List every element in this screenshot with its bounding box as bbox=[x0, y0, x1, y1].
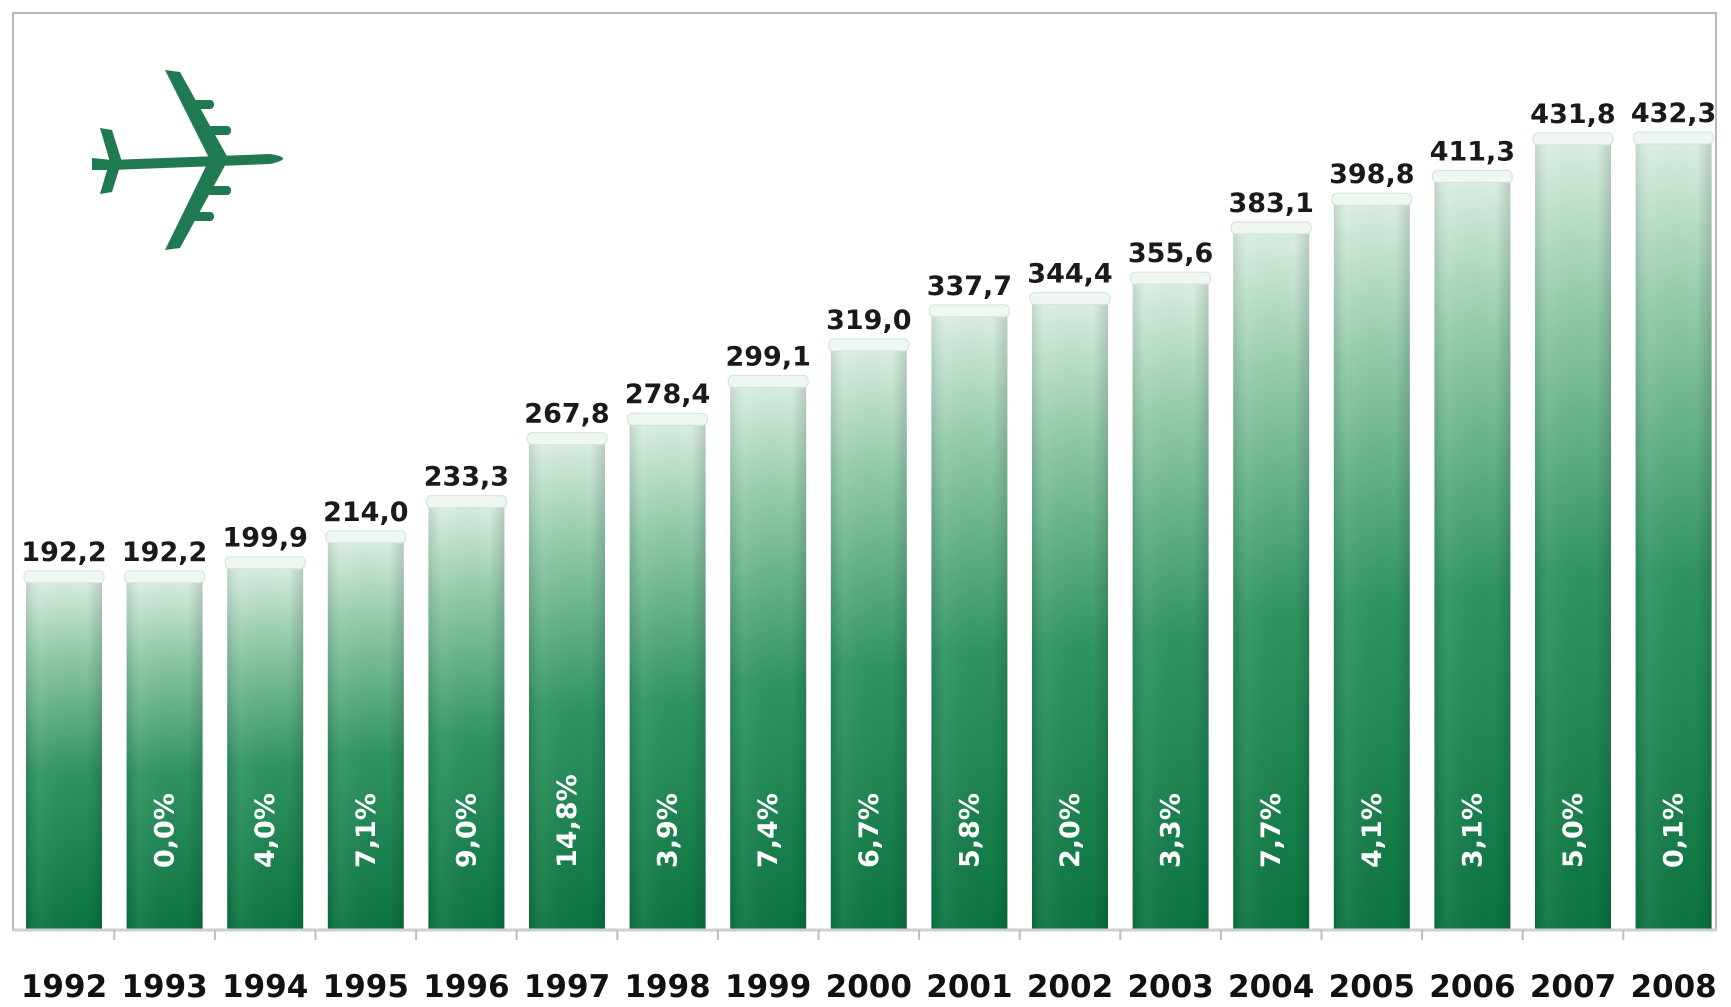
x-tick-label-2006: 2006 bbox=[1429, 969, 1515, 1005]
x-tick-label-2004: 2004 bbox=[1228, 969, 1314, 1005]
value-label-1992: 192,2 bbox=[21, 537, 106, 568]
value-labels-layer: 192,2 192,2 199,9 214,0 233,3 267,8 278,4 299,1… bbox=[21, 98, 1716, 568]
growth-label-1993: 0,0% bbox=[150, 793, 181, 868]
bar-cap-1997 bbox=[526, 432, 608, 446]
growth-label-1996: 9,0% bbox=[451, 793, 482, 868]
value-label-2002: 344,4 bbox=[1027, 259, 1112, 290]
x-tick-label-2008: 2008 bbox=[1630, 969, 1716, 1005]
x-tick-label-2002: 2002 bbox=[1027, 969, 1113, 1005]
bar-cap-1992 bbox=[23, 570, 105, 584]
growth-label-1995: 7,1% bbox=[351, 793, 382, 868]
x-tick-label-1995: 1995 bbox=[323, 969, 409, 1005]
bar-cap-2007 bbox=[1532, 132, 1614, 146]
bar-shade-2005 bbox=[1333, 201, 1410, 930]
value-label-2008: 432,3 bbox=[1631, 98, 1716, 129]
x-tick-label-1992: 1992 bbox=[21, 969, 107, 1005]
bar-shade-2006 bbox=[1434, 178, 1511, 931]
growth-label-1999: 7,4% bbox=[753, 793, 784, 868]
bar-shade-2007 bbox=[1535, 140, 1611, 931]
x-tick-label-1997: 1997 bbox=[524, 969, 610, 1005]
growth-label-1997: 14,8% bbox=[552, 774, 583, 868]
bar-shade-1996 bbox=[428, 503, 505, 930]
bar-cap-1995 bbox=[325, 530, 407, 544]
bar-cap-2001 bbox=[928, 304, 1010, 318]
bar-shade-2003 bbox=[1132, 280, 1209, 930]
bar-shade-2002 bbox=[1032, 300, 1108, 931]
bar-cap-2003 bbox=[1130, 271, 1212, 285]
bar-cap-1993 bbox=[124, 570, 206, 584]
x-tick-label-1993: 1993 bbox=[121, 969, 207, 1005]
bar-cap-1994 bbox=[224, 556, 306, 570]
bar-cap-1999 bbox=[727, 374, 809, 388]
value-label-1994: 199,9 bbox=[222, 523, 307, 554]
bar-cap-1996 bbox=[425, 495, 507, 509]
x-tick-label-2001: 2001 bbox=[926, 969, 1012, 1005]
x-tick-label-1999: 1999 bbox=[725, 969, 811, 1005]
growth-label-1998: 3,9% bbox=[653, 793, 684, 868]
growth-label-2007: 5,0% bbox=[1558, 793, 1589, 868]
value-label-1993: 192,2 bbox=[122, 537, 207, 568]
value-label-1997: 267,8 bbox=[524, 399, 609, 430]
growth-label-2006: 3,1% bbox=[1457, 793, 1488, 868]
growth-label-2008: 0,1% bbox=[1659, 793, 1690, 868]
growth-label-2004: 7,7% bbox=[1256, 793, 1287, 868]
x-tick-label-2005: 2005 bbox=[1329, 969, 1415, 1005]
bar-shade-1997 bbox=[529, 440, 605, 930]
x-tick-label-1998: 1998 bbox=[624, 969, 710, 1005]
x-tick-label-2003: 2003 bbox=[1127, 969, 1213, 1005]
growth-label-2002: 2,0% bbox=[1055, 793, 1086, 868]
value-label-2007: 431,8 bbox=[1530, 99, 1615, 130]
value-label-1995: 214,0 bbox=[323, 497, 408, 528]
value-label-2000: 319,0 bbox=[826, 305, 911, 336]
value-label-2001: 337,7 bbox=[927, 271, 1012, 302]
value-label-2005: 398,8 bbox=[1329, 159, 1414, 190]
x-tick-label-2007: 2007 bbox=[1530, 969, 1616, 1005]
bar-cap-2005 bbox=[1331, 192, 1413, 206]
value-label-1996: 233,3 bbox=[424, 462, 509, 493]
x-tick-label-1996: 1996 bbox=[423, 969, 509, 1005]
bar-shade-1994 bbox=[227, 564, 304, 930]
bar-cap-2002 bbox=[1029, 292, 1111, 306]
value-label-2004: 383,1 bbox=[1228, 188, 1313, 219]
bar-cap-2004 bbox=[1230, 221, 1312, 235]
value-label-1998: 278,4 bbox=[625, 379, 710, 410]
growth-label-2001: 5,8% bbox=[954, 793, 985, 868]
airplane-icon bbox=[92, 70, 283, 250]
bar-shade-1993 bbox=[126, 578, 203, 930]
bars-layer bbox=[23, 131, 1715, 931]
growth-label-1994: 4,0% bbox=[250, 793, 281, 868]
bar-shade-1995 bbox=[327, 538, 404, 930]
bar-cap-1998 bbox=[627, 412, 709, 426]
bar-cap-2008 bbox=[1633, 131, 1715, 145]
bar-shade-2001 bbox=[931, 312, 1008, 930]
value-label-1999: 299,1 bbox=[725, 341, 810, 372]
bar-shade-2004 bbox=[1233, 229, 1310, 930]
value-label-2003: 355,6 bbox=[1128, 238, 1213, 269]
value-label-2006: 411,3 bbox=[1430, 136, 1515, 167]
bar-shade-1999 bbox=[730, 383, 807, 930]
bar-cap-2006 bbox=[1431, 169, 1513, 183]
growth-label-2000: 6,7% bbox=[854, 793, 885, 868]
bar-cap-2000 bbox=[828, 338, 910, 352]
bar-shade-2008 bbox=[1635, 140, 1712, 930]
bar-shade-2000 bbox=[830, 347, 907, 930]
growth-label-2005: 4,1% bbox=[1357, 793, 1388, 868]
bar-shade-1992 bbox=[26, 578, 102, 930]
growth-label-2003: 3,3% bbox=[1156, 793, 1187, 868]
x-tick-label-1994: 1994 bbox=[222, 969, 308, 1005]
x-tick-label-2000: 2000 bbox=[826, 969, 912, 1005]
x-axis: 1992 1993 1994 1995 1996 1997 1998 1999 2000 2001… bbox=[12, 928, 1717, 1005]
bar-shade-1998 bbox=[629, 421, 706, 930]
growth-labels-layer: 0,0% 4,0% 7,1% 9,0% 14,8% 3,9% 7,4% 6,7% 5,8% 2,0… bbox=[150, 774, 1690, 868]
